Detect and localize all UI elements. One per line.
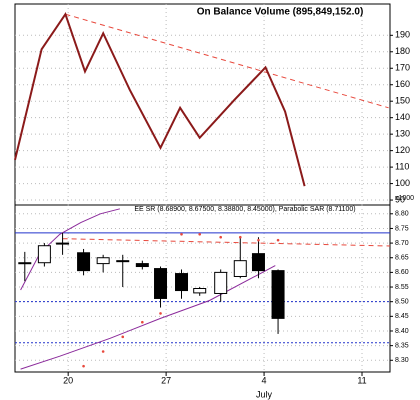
- y-tick-label: 8.40: [395, 328, 409, 335]
- trend-line: [65, 13, 389, 109]
- sar-dot: [238, 235, 242, 239]
- y-tick-label: 170: [395, 63, 410, 73]
- candle-body: [214, 271, 228, 294]
- chart-title: On Balance Volume (895,849,152.0): [197, 7, 364, 18]
- sar-dot: [82, 364, 85, 368]
- x-tick-label: 4: [262, 375, 267, 385]
- y-tick-label: 8.55: [395, 284, 409, 291]
- candle-body: [56, 242, 70, 245]
- sar-dot: [159, 312, 162, 315]
- candle-body: [96, 257, 110, 265]
- candle-body: [18, 262, 32, 265]
- top-panel: [14, 3, 391, 206]
- sar-dot: [198, 232, 202, 236]
- y-tick-label: 8.70: [395, 240, 409, 247]
- y-axis-label: x1000: [395, 195, 414, 202]
- y-tick-label: 140: [395, 112, 410, 122]
- y-tick-label: 180: [395, 46, 410, 56]
- y-tick-label: 130: [395, 129, 410, 139]
- y-tick-label: 100: [395, 178, 410, 188]
- trend-line: [62, 238, 391, 247]
- y-tick-label: 8.35: [395, 342, 409, 349]
- y-tick-label: 8.80: [395, 211, 409, 218]
- x-tick-label: 20: [63, 375, 73, 385]
- candle-body: [251, 253, 265, 272]
- sar-dot: [101, 350, 105, 353]
- y-tick-label: 8.45: [395, 313, 409, 320]
- x-tick-label: 27: [161, 375, 171, 385]
- sar-dot: [121, 335, 125, 339]
- y-tick-label: 150: [395, 96, 410, 106]
- sar-dot: [180, 232, 183, 236]
- sar-dot: [276, 238, 280, 242]
- y-tick-label: 8.30: [395, 357, 409, 364]
- y-tick-label: 8.50: [395, 299, 409, 306]
- y-tick-label: 110: [395, 161, 409, 171]
- sar-dot: [257, 238, 260, 242]
- candle-body: [271, 270, 285, 319]
- candle-body: [175, 273, 189, 292]
- sar-dot: [219, 235, 222, 239]
- candle-body: [135, 263, 149, 268]
- x-annotation: July: [256, 389, 273, 399]
- candle-body: [154, 268, 168, 299]
- y-tick-label: 8.65: [395, 255, 409, 262]
- y-tick-label: 90: [395, 194, 405, 204]
- obv-line: [14, 11, 306, 187]
- y-tick-label: 8.60: [395, 269, 409, 276]
- trend-line: [20, 208, 121, 291]
- candle-body: [233, 260, 247, 277]
- candle-body: [77, 252, 91, 272]
- y-tick-label: 160: [395, 79, 410, 89]
- chart-title: EE SR (8.68900, 8.67500, 8.38800, 8.4500…: [134, 206, 355, 213]
- y-tick-label: 190: [395, 30, 410, 40]
- candle-body: [193, 288, 207, 294]
- candle-body: [116, 260, 130, 263]
- y-tick-label: 120: [395, 145, 410, 155]
- candle-body: [37, 245, 51, 264]
- x-tick-label: 11: [357, 375, 366, 385]
- y-tick-label: 8.75: [395, 225, 409, 232]
- sar-dot: [141, 320, 144, 324]
